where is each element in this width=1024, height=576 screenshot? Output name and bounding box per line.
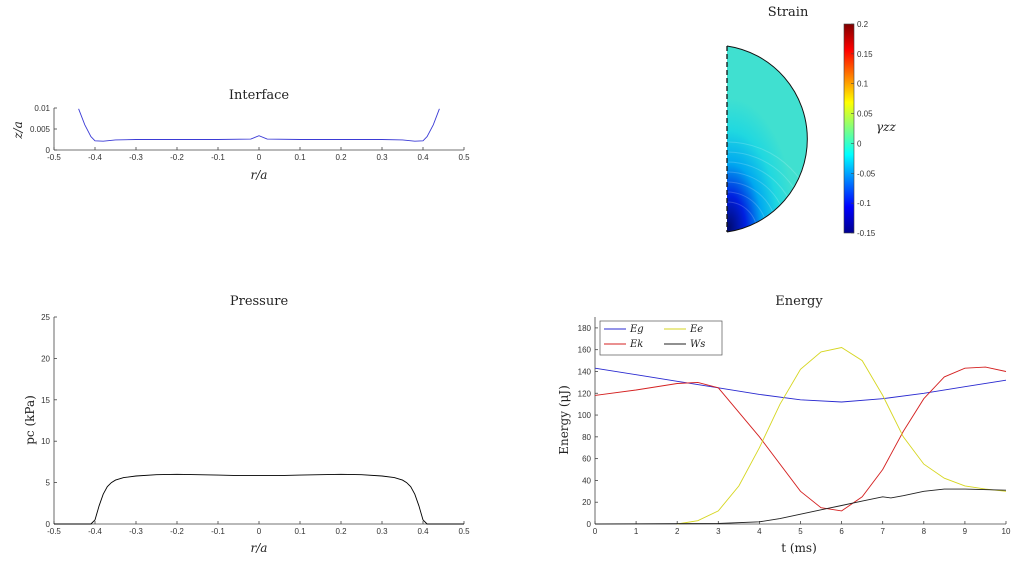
strain-title: Strain [768, 5, 809, 20]
interface-series-0 [78, 108, 440, 142]
strain-colorbar: -0.15 -0.1 -0.05 0 0.05 0.1 0.15 0.2 γzz [843, 20, 896, 238]
interface-xtick-label: -0.4 [88, 153, 102, 162]
interface-xlabel: r/a [251, 168, 268, 182]
interface-xtick-label: 0.5 [458, 153, 470, 162]
pressure-xtick-label: 0.2 [335, 527, 347, 536]
pressure-axes: -0.5 -0.4 -0.3 -0.2 -0.1 0 0.1 0.2 0.3 0.4 0.5 0 5 10… [41, 313, 470, 536]
energy-xtick-label: 8 [922, 527, 927, 536]
pressure-ytick-label: 15 [41, 396, 50, 405]
colorbar-tick-label: 0 [857, 139, 862, 148]
energy-xtick-label: 7 [880, 527, 885, 536]
pressure-xtick-label: -0.4 [88, 527, 102, 536]
energy-xtick-label: 9 [963, 527, 968, 536]
pressure-xtick-label: -0.5 [47, 527, 61, 536]
colorbar-tick-label: 0.2 [857, 20, 869, 29]
pressure-plot: Pressure -0.5 -0.4 -0.3 -0.2 -0.1 0 0.1 0.2 0.3 0… [23, 294, 470, 555]
interface-xtick-label: 0 [257, 153, 262, 162]
energy-xtick-label: 10 [1002, 527, 1011, 536]
energy-xtick-label: 5 [798, 527, 803, 536]
energy-plot: Energy 0 1 2 3 4 5 6 7 8 9 10020406080100120140160… [557, 294, 1011, 555]
energy-ylabel: Energy (μJ) [557, 385, 571, 455]
pressure-ytick-label: 20 [41, 354, 50, 363]
strain-field [726, 45, 808, 233]
energy-xtick-label: 2 [675, 527, 680, 536]
energy-xtick-label: 6 [839, 527, 844, 536]
legend-label-Ee: Ee [689, 324, 703, 335]
interface-ytick-label: 0 [46, 146, 51, 155]
interface-ytick-label: 0.01 [34, 104, 50, 113]
interface-xtick-label: -0.5 [47, 153, 61, 162]
strain-plot: Strain -0.15 -0.1 -0.05 0 0.05 0.1 0.15 0.2 γzz [726, 5, 896, 238]
energy-series-Eg [594, 367, 1007, 403]
energy-ytick-label: 60 [582, 455, 591, 464]
colorbar-tick-label: -0.15 [857, 229, 876, 238]
interface-title: Interface [229, 88, 289, 103]
energy-ytick-label: 20 [582, 498, 591, 507]
pressure-xtick-label: 0.5 [458, 527, 470, 536]
pressure-xtick-label: 0.4 [417, 527, 429, 536]
pressure-xtick-label: -0.1 [211, 527, 225, 536]
pressure-xtick-label: -0.3 [129, 527, 143, 536]
legend-label-Ek: Ek [629, 339, 643, 350]
energy-series-Ws [594, 488, 1007, 525]
energy-ytick-label: 160 [578, 346, 592, 355]
legend-label-Eg: Eg [629, 324, 644, 335]
pressure-ytick-label: 10 [41, 437, 50, 446]
colorbar-tick-label: 0.05 [857, 110, 873, 119]
interface-ylabel: z/a [11, 121, 25, 140]
legend-label-Ws: Ws [690, 339, 705, 350]
energy-xtick-label: 3 [716, 527, 721, 536]
interface-xtick-label: -0.2 [170, 153, 184, 162]
interface-xtick-label: 0.3 [376, 153, 388, 162]
energy-xlabel: t (ms) [781, 541, 817, 555]
pressure-xtick-label: 0.1 [294, 527, 306, 536]
colorbar-tick-label: 0.15 [857, 50, 873, 59]
interface-xtick-label: -0.3 [129, 153, 143, 162]
energy-ytick-label: 180 [578, 324, 592, 333]
interface-xtick-label: 0.4 [417, 153, 429, 162]
energy-ytick-label: 0 [587, 520, 592, 529]
pressure-xtick-label: 0 [257, 527, 262, 536]
pressure-ytick-label: 0 [46, 520, 51, 529]
pressure-title: Pressure [230, 294, 289, 309]
energy-ytick-label: 80 [582, 433, 591, 442]
colorbar-label: γzz [876, 120, 896, 134]
interface-xtick-label: 0.2 [335, 153, 347, 162]
interface-plot: Interface -0.5 -0.4 -0.3 -0.2 -0.1 0 0.1 0.2 0.3… [11, 88, 470, 182]
energy-ytick-label: 140 [578, 367, 592, 376]
pressure-ytick-label: 25 [41, 313, 50, 322]
energy-series-Ee [677, 347, 1007, 525]
pressure-xlabel: r/a [251, 541, 268, 555]
interface-xtick-label: 0.1 [294, 153, 306, 162]
interface-xtick-label: -0.1 [211, 153, 225, 162]
pressure-ylabel: pc (kPa) [23, 395, 37, 445]
colorbar-tick-label: -0.1 [857, 199, 871, 208]
energy-ytick-label: 100 [578, 411, 592, 420]
energy-xtick-label: 1 [634, 527, 639, 536]
energy-xtick-label: 4 [757, 527, 762, 536]
energy-xtick-label: 0 [593, 527, 598, 536]
pressure-series-0 [54, 473, 464, 525]
energy-ytick-label: 40 [582, 476, 591, 485]
energy-title: Energy [775, 294, 823, 309]
pressure-xtick-label: -0.2 [170, 527, 184, 536]
energy-series-Ek [594, 366, 1007, 512]
energy-legend: Eg Ee Ek Ws [599, 320, 723, 356]
legend-box [599, 320, 723, 356]
pressure-ytick-label: 5 [46, 479, 51, 488]
pressure-xtick-label: 0.3 [376, 527, 388, 536]
interface-axes: -0.5 -0.4 -0.3 -0.2 -0.1 0 0.1 0.2 0.3 0.4 0.5 0 0.0… [30, 104, 470, 162]
energy-ytick-label: 120 [578, 389, 592, 398]
colorbar-tick-label: -0.05 [857, 169, 876, 178]
colorbar-tick-label: 0.1 [857, 80, 869, 89]
interface-ytick-label: 0.005 [30, 125, 51, 134]
